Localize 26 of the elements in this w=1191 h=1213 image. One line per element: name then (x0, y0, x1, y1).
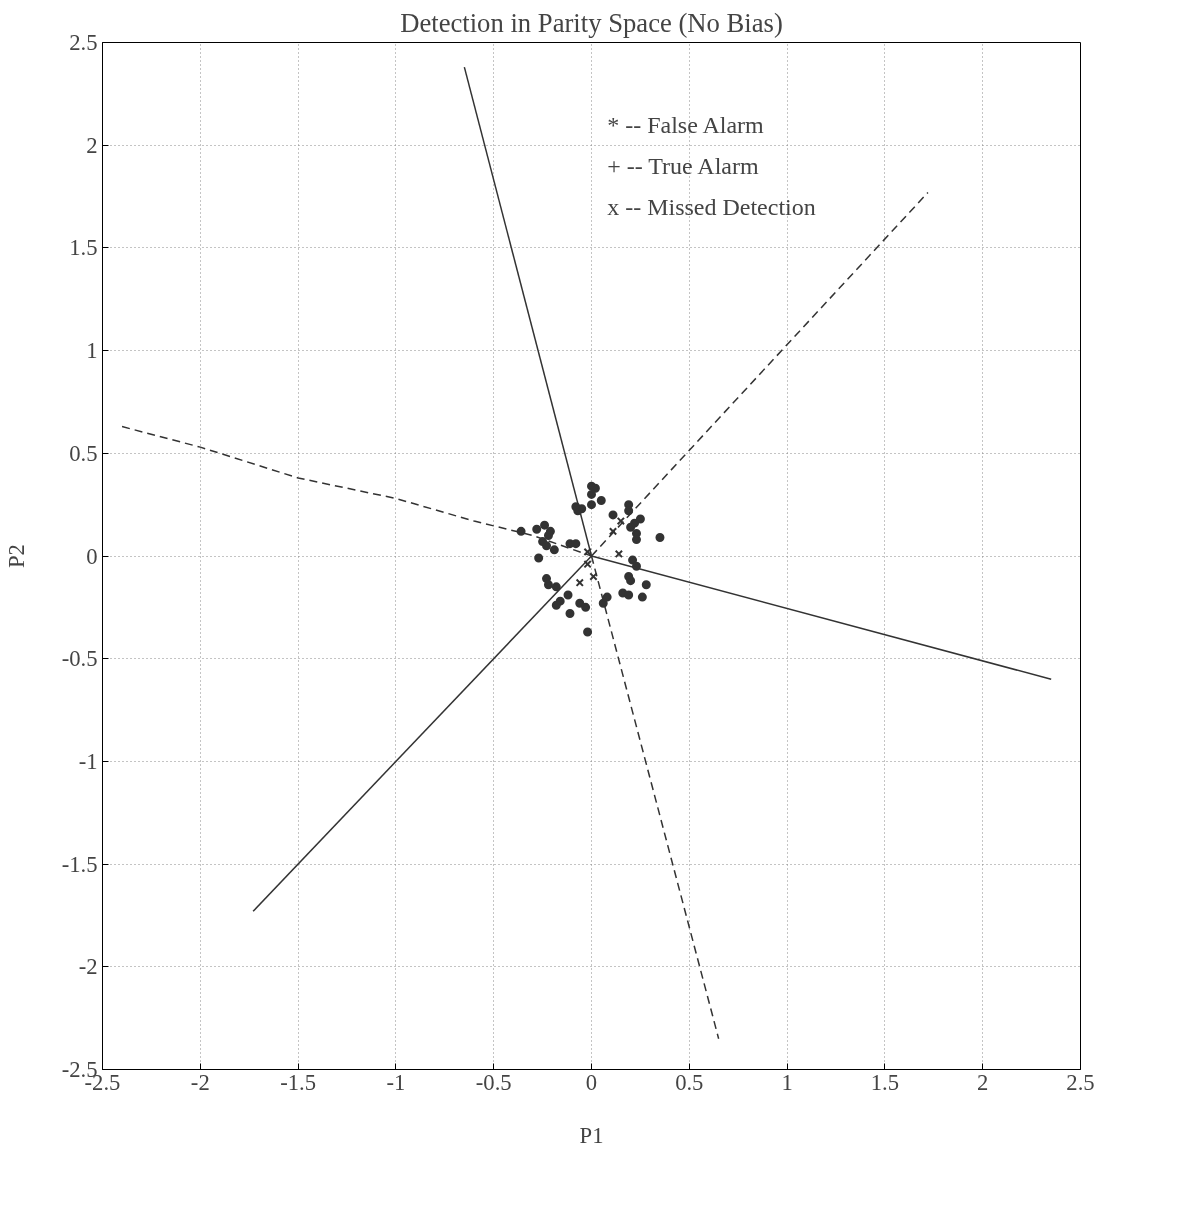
x-tick-label: 2.5 (1066, 1069, 1095, 1095)
x-tick-label: -2 (190, 1069, 210, 1095)
x-tick-label: 2 (977, 1069, 989, 1095)
y-tick-label: 0.5 (69, 440, 98, 466)
y-tick-label: 0 (86, 543, 98, 569)
y-tick-label: -2 (78, 954, 98, 980)
y-tick-label: 2.5 (69, 30, 98, 55)
x-axis-title: P1 (579, 1122, 604, 1148)
annotation: + -- True Alarm (607, 152, 760, 179)
y-tick-label: 2 (86, 132, 98, 158)
chart-title: Detection in Parity Space (No Bias) (400, 7, 783, 38)
annotation: * -- False Alarm (607, 111, 765, 138)
y-tick-label: -0.5 (61, 646, 98, 672)
x-tick-label: -1.5 (280, 1069, 317, 1095)
annotation: x -- Missed Detection (607, 193, 816, 220)
y-tick-label: 1 (86, 338, 98, 364)
x-tick-label: 1 (781, 1069, 793, 1095)
y-tick-label: 1.5 (69, 235, 98, 261)
x-tick-label: 0.5 (675, 1069, 704, 1095)
x-tick-label: 0 (585, 1069, 598, 1095)
y-tick-label: -1.5 (61, 851, 98, 877)
x-tick-label: -1 (386, 1069, 406, 1095)
y-tick-label: -1 (78, 748, 98, 774)
x-tick-label: 1.5 (870, 1069, 900, 1095)
y-axis-title: P2 (3, 544, 29, 568)
x-tick-label: -0.5 (475, 1069, 512, 1095)
